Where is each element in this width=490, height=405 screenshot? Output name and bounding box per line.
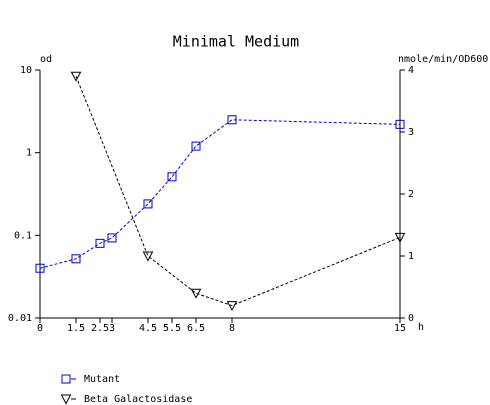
x-axis-label: h [418, 322, 424, 333]
y-tick-label: 0.1 [14, 230, 32, 241]
x-tick-label: 5.5 [163, 323, 181, 334]
x-tick-label: 4.5 [139, 323, 157, 334]
marker [71, 254, 81, 264]
marker [191, 141, 201, 151]
y-tick-label: 1 [26, 148, 32, 159]
series-line [39, 119, 401, 269]
legend-label: Mutant [84, 374, 120, 385]
legend-marker [61, 374, 71, 384]
chart-title: Minimal Medium [173, 33, 299, 51]
x-tick-label: 0 [37, 323, 43, 334]
x-tick-label: 6.5 [187, 323, 205, 334]
series-line [75, 76, 401, 307]
marker [70, 71, 82, 82]
legend-marker [60, 394, 72, 405]
x-tick-label: 1.5 [67, 323, 85, 334]
marker [142, 251, 154, 262]
y2-tick-label: 3 [408, 127, 414, 138]
y-tick-label: 10 [20, 65, 32, 76]
marker [143, 199, 153, 209]
y-axis-label: od [40, 54, 52, 65]
x-tick-label: 3 [109, 323, 115, 334]
marker [95, 238, 105, 248]
x-tick-label: 2.5 [91, 323, 109, 334]
marker [394, 232, 406, 243]
y2-tick-label: 1 [408, 251, 414, 262]
marker [395, 119, 405, 129]
x-tick-label: 8 [229, 323, 235, 334]
marker [227, 115, 237, 125]
y2-axis-label: nmole/min/OD600 [398, 54, 488, 65]
marker [190, 288, 202, 299]
marker [226, 301, 238, 312]
y2-tick-label: 0 [408, 313, 414, 324]
y-tick-label: 0.01 [8, 313, 32, 324]
y2-tick-label: 4 [408, 65, 414, 76]
x-tick-label: 15 [394, 323, 406, 334]
y2-tick-label: 2 [408, 189, 414, 200]
marker [107, 233, 117, 243]
legend-label: Beta Galactosidase [84, 394, 192, 405]
marker [35, 263, 45, 273]
marker [167, 172, 177, 182]
